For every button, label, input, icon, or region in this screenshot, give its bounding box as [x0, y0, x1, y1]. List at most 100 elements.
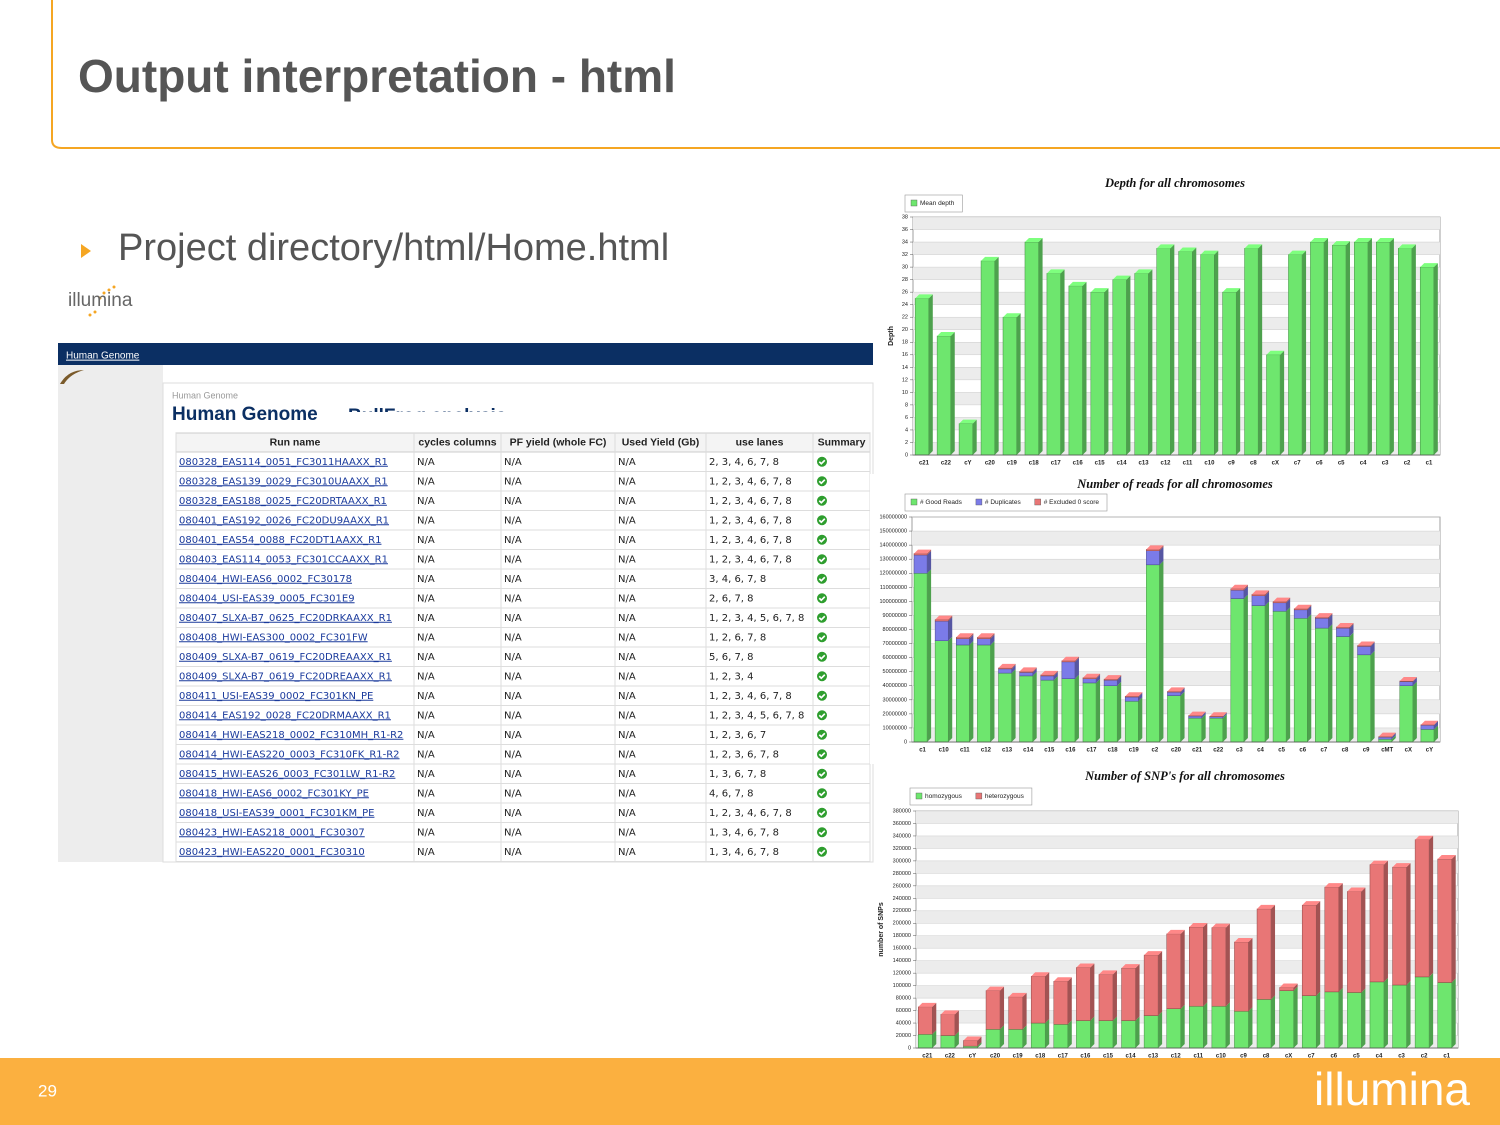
table-cell: N/A	[417, 788, 435, 799]
run-link[interactable]: 080328_EAS114_0051_FC3011HAAXX_R1	[179, 457, 388, 468]
bar-side	[1000, 1025, 1005, 1048]
table-cell: N/A	[618, 496, 636, 507]
table-cell: 1, 2, 6, 7, 8	[709, 632, 766, 643]
legend-label: # Duplicates	[985, 499, 1022, 506]
bar-top	[977, 633, 995, 638]
bar-segment	[1230, 598, 1245, 743]
summary-ok-check	[818, 674, 826, 680]
bar-top	[1222, 288, 1241, 293]
bar-segment	[977, 644, 991, 743]
table-cell: N/A	[417, 554, 435, 565]
bar-segment	[1256, 999, 1272, 1049]
overlap-mask	[340, 412, 580, 433]
summary-ok-check	[818, 635, 826, 641]
run-link[interactable]: 080418_USI-EAS39_0001_FC301KM_PE	[179, 808, 374, 819]
bar-segment	[1336, 627, 1350, 637]
bar-side	[1032, 667, 1037, 673]
bar-segment	[998, 672, 1012, 743]
bar-side	[1138, 697, 1143, 742]
table-cell: N/A	[504, 613, 522, 624]
run-link[interactable]: 080414_HWI-EAS218_0002_FC310MH_R1-R2	[179, 730, 403, 741]
table-cell: 1, 2, 3, 4, 6, 7, 8	[709, 515, 792, 526]
bar-segment	[1315, 616, 1329, 619]
bar-segment	[1143, 954, 1159, 1016]
summary-ok-icon	[817, 729, 827, 740]
column-header: cycles columns	[418, 436, 496, 448]
bar-segment	[1310, 241, 1325, 456]
table-cell: N/A	[504, 769, 522, 780]
run-link[interactable]: 080401_EAS54_0088_FC20DT1AAXX_R1	[179, 535, 381, 546]
bar-side	[1307, 614, 1312, 742]
run-link[interactable]: 080423_HWI-EAS220_0001_FC30310	[179, 847, 365, 858]
run-link[interactable]: 080328_EAS188_0025_FC20DRTAAXX_R1	[179, 496, 387, 507]
bar-segment	[1378, 736, 1392, 740]
run-link[interactable]: 080418_HWI-EAS6_0002_FC301KY_PE	[179, 788, 369, 799]
grid-band	[916, 935, 1458, 949]
bar-side	[1000, 986, 1005, 1030]
bar-top	[963, 1036, 982, 1041]
bar-side	[1286, 607, 1291, 742]
bar-side	[1243, 594, 1248, 742]
grid-band	[916, 960, 1458, 974]
y-tick-label: 20000000	[883, 711, 907, 717]
run-link[interactable]: 080423_HWI-EAS218_0001_FC30307	[179, 827, 365, 838]
footer-logo: illumina	[1314, 1063, 1470, 1115]
run-link[interactable]: 080414_EAS192_0028_FC20DRMAAXX_R1	[179, 710, 391, 721]
table-cell: N/A	[417, 496, 435, 507]
bar-segment	[1315, 618, 1329, 629]
summary-ok-icon	[817, 846, 827, 857]
legend-box	[904, 194, 963, 213]
x-tick-label: c15	[1103, 1054, 1114, 1060]
bar-segment	[1369, 864, 1385, 983]
table-cell: 1, 2, 3, 6, 7	[709, 730, 766, 741]
table-cell: N/A	[417, 808, 435, 819]
bar-segment	[1234, 1010, 1249, 1049]
run-link[interactable]: 080404_USI-EAS39_0005_FC301E9	[179, 593, 355, 604]
y-tick-label: 110000000	[880, 585, 907, 591]
summary-ok-check	[818, 713, 826, 719]
bar-top	[918, 1002, 937, 1007]
bar-top	[1347, 887, 1366, 892]
run-link[interactable]: 080401_EAS192_0026_FC20DU9AAXX_R1	[179, 515, 389, 526]
run-link[interactable]: 080328_EAS139_0029_FC3010UAAXX_R1	[179, 476, 388, 487]
run-link[interactable]: 080408_HWI-EAS300_0002_FC301FW	[179, 632, 368, 643]
run-link[interactable]: 080409_SLXA-B7_0619_FC20DREAAXX_R1	[179, 652, 392, 663]
bar-top	[914, 549, 932, 554]
bar-side	[1302, 250, 1307, 455]
bar-segment	[985, 990, 1001, 1030]
x-tick-label: c17	[1087, 748, 1098, 754]
bar-side	[1045, 1019, 1050, 1048]
x-tick-label: cMT	[1381, 748, 1393, 754]
bar-side	[1286, 597, 1291, 603]
run-link[interactable]: 080411_USI-EAS39_0002_FC301KN_PE	[179, 691, 373, 702]
bar-top	[1332, 241, 1350, 246]
run-link[interactable]: 080404_HWI-EAS6_0002_FC30178	[179, 574, 352, 585]
grid-band	[913, 392, 1440, 405]
bar-top	[1031, 972, 1050, 977]
bar-side	[1135, 964, 1140, 1021]
bar-segment	[1414, 839, 1430, 978]
nav-link[interactable]: Human Genome	[66, 351, 140, 362]
bar-side	[1135, 1016, 1140, 1048]
table-cell: N/A	[417, 671, 435, 682]
bar-top	[1420, 720, 1438, 725]
y-tick-label: 18	[902, 340, 908, 346]
bar-side	[1148, 269, 1153, 455]
bar-top	[1357, 641, 1375, 646]
run-link[interactable]: 080415_HWI-EAS26_0003_FC301LW_R1-R2	[179, 769, 395, 780]
bar-side	[1338, 883, 1343, 992]
bar-side	[1104, 288, 1109, 455]
summary-ok-icon	[817, 612, 827, 623]
run-link[interactable]: 080409_SLXA-B7_0619_FC20DREAAXX_R1	[179, 671, 392, 682]
bar-segment	[963, 1040, 978, 1047]
bar-side	[1170, 244, 1175, 455]
bar-side	[1067, 977, 1072, 1025]
run-link[interactable]: 080407_SLXA-B7_0625_FC20DRKAAXX_R1	[179, 613, 392, 624]
bar-segment	[1124, 696, 1139, 698]
run-link[interactable]: 080403_EAS114_0053_FC301CCAAXX_R1	[179, 554, 388, 565]
y-tick-label: 0	[908, 1045, 911, 1051]
bar-segment	[1053, 1024, 1069, 1049]
x-tick-label: c15	[1044, 748, 1055, 754]
run-link[interactable]: 080414_HWI-EAS220_0003_FC310FK_R1-R2	[179, 749, 400, 760]
y-tick-label: 100000000	[879, 599, 907, 605]
